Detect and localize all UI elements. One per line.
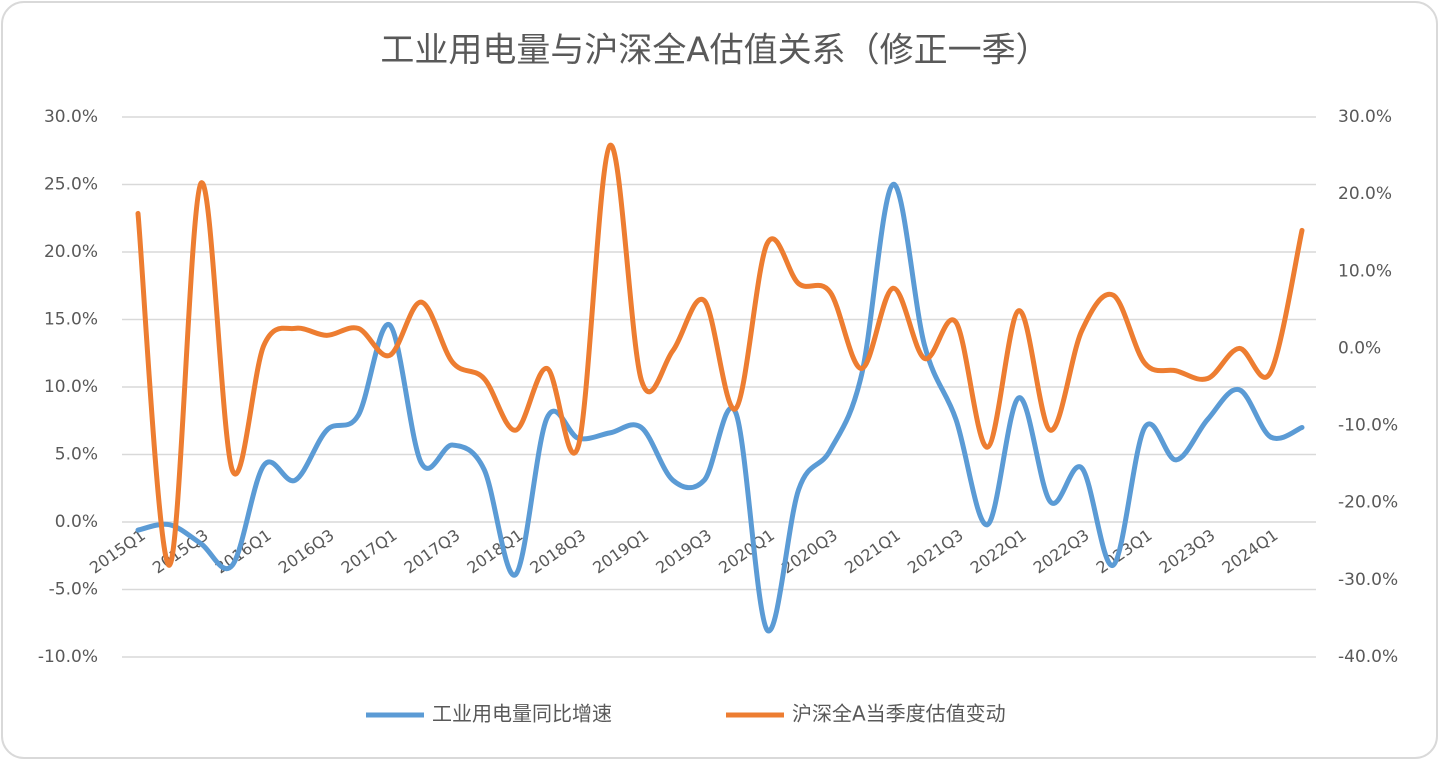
y2-tick-label: 10.0%	[1338, 261, 1392, 281]
y2-tick-label: -30.0%	[1338, 570, 1398, 590]
legend-label: 沪深全A当季度估值变动	[792, 702, 1006, 726]
y-tick-label: 5.0%	[55, 445, 98, 465]
series-line	[135, 181, 1305, 634]
y2-tick-label: -10.0%	[1338, 416, 1398, 436]
y-tick-label: 25.0%	[44, 175, 98, 195]
y-tick-label: 30.0%	[44, 107, 98, 127]
y2-tick-label: -20.0%	[1338, 493, 1398, 513]
y-tick-label: 0.0%	[55, 512, 98, 532]
y-tick-label: -10.0%	[38, 647, 98, 667]
y-tick-label: -5.0%	[49, 580, 98, 600]
y-tick-label: 10.0%	[44, 377, 98, 397]
y2-tick-label: -40.0%	[1338, 647, 1398, 667]
y2-tick-label: 20.0%	[1338, 184, 1392, 204]
y2-tick-label: 30.0%	[1338, 107, 1392, 127]
y2-tick-label: 0.0%	[1338, 338, 1381, 358]
legend-label: 工业用电量同比增速	[432, 702, 612, 726]
y-tick-label: 15.0%	[44, 310, 98, 330]
y-tick-label: 20.0%	[44, 242, 98, 262]
series-line	[135, 143, 1305, 568]
chart-title: 工业用电量与沪深全A估值关系（修正一季）	[380, 31, 1049, 71]
